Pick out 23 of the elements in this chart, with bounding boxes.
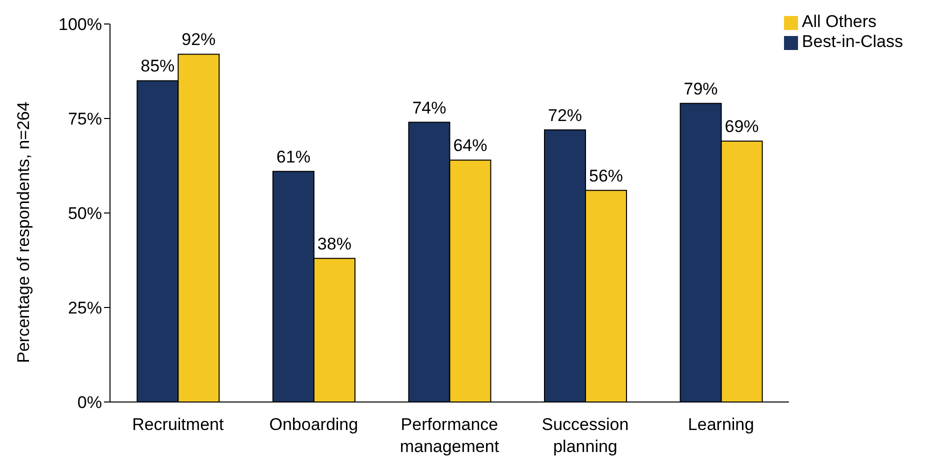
x-tick-label: Onboarding [269,415,358,434]
data-label: 74% [412,98,446,118]
y-tick-label: 75% [68,110,102,129]
data-label: 92% [182,30,216,50]
data-label: 61% [276,147,310,166]
y-tick-label: 50% [68,204,102,224]
x-tick-label: Performance management [400,415,500,456]
x-tick-label: Succession planning [542,415,629,456]
legend-label: Best-in-Class [802,32,903,51]
x-tick-label: Learning [688,415,754,434]
data-label: 38% [317,234,352,254]
data-label: 85% [140,56,175,76]
data-label: 72% [548,106,582,125]
y-tick-label: 0% [77,393,102,412]
legend-label: All Others [802,12,877,31]
data-label: 69% [724,117,759,136]
x-tick-label: Recruitment [132,415,224,434]
data-label: 79% [684,79,718,98]
y-tick-label: 100% [58,15,102,34]
y-axis-title: Percentage of respondents, n=264 [14,102,34,363]
data-label: 56% [588,166,624,186]
y-tick-label: 25% [68,298,102,318]
data-label: 64% [453,136,488,156]
